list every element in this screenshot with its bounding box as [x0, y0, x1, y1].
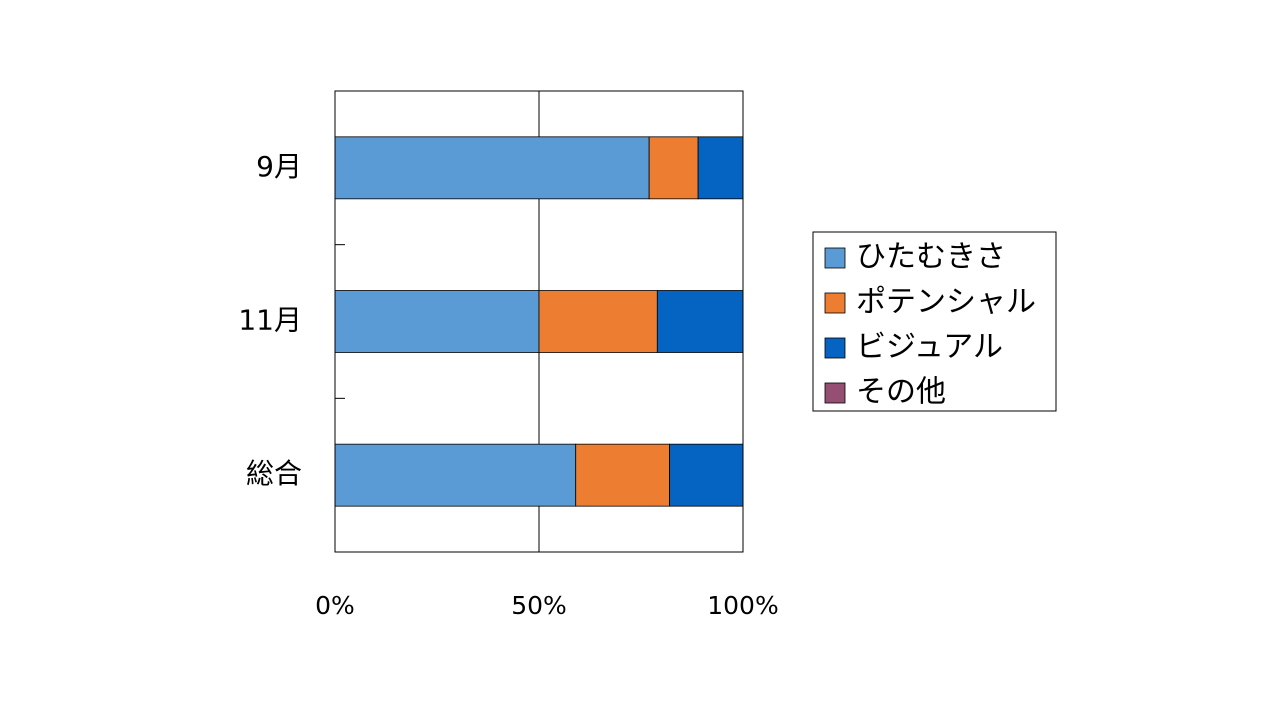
bar-segment: [648, 136, 699, 200]
legend-label: その他: [856, 375, 946, 410]
y-tick-label: 11月: [238, 304, 302, 337]
bar-segment: [697, 136, 744, 200]
bar-segment: [334, 290, 540, 353]
x-tick-label: 0%: [315, 591, 355, 620]
bar-segment: [656, 290, 744, 353]
legend-label: ビジュアル: [856, 330, 1003, 365]
bar-segment: [575, 443, 670, 507]
bar-segment: [334, 443, 577, 507]
legend-swatch: [824, 337, 846, 359]
legend-label: ひたむきさ: [856, 240, 1006, 275]
x-tick-label: 100%: [707, 591, 778, 620]
legend-swatch: [824, 292, 846, 314]
legend-label: ポテンシャル: [856, 285, 1036, 320]
y-tick-label: 総合: [246, 457, 302, 490]
legend-box: [812, 231, 1057, 412]
bar-segment: [538, 290, 658, 353]
bar-segment: [334, 136, 650, 200]
bar-segment: [669, 443, 744, 507]
x-tick-label: 50%: [511, 591, 567, 620]
legend-swatch: [824, 247, 846, 269]
y-tick-label: 9月: [256, 150, 302, 183]
plot-border: [334, 90, 744, 553]
legend-swatch: [824, 382, 846, 404]
